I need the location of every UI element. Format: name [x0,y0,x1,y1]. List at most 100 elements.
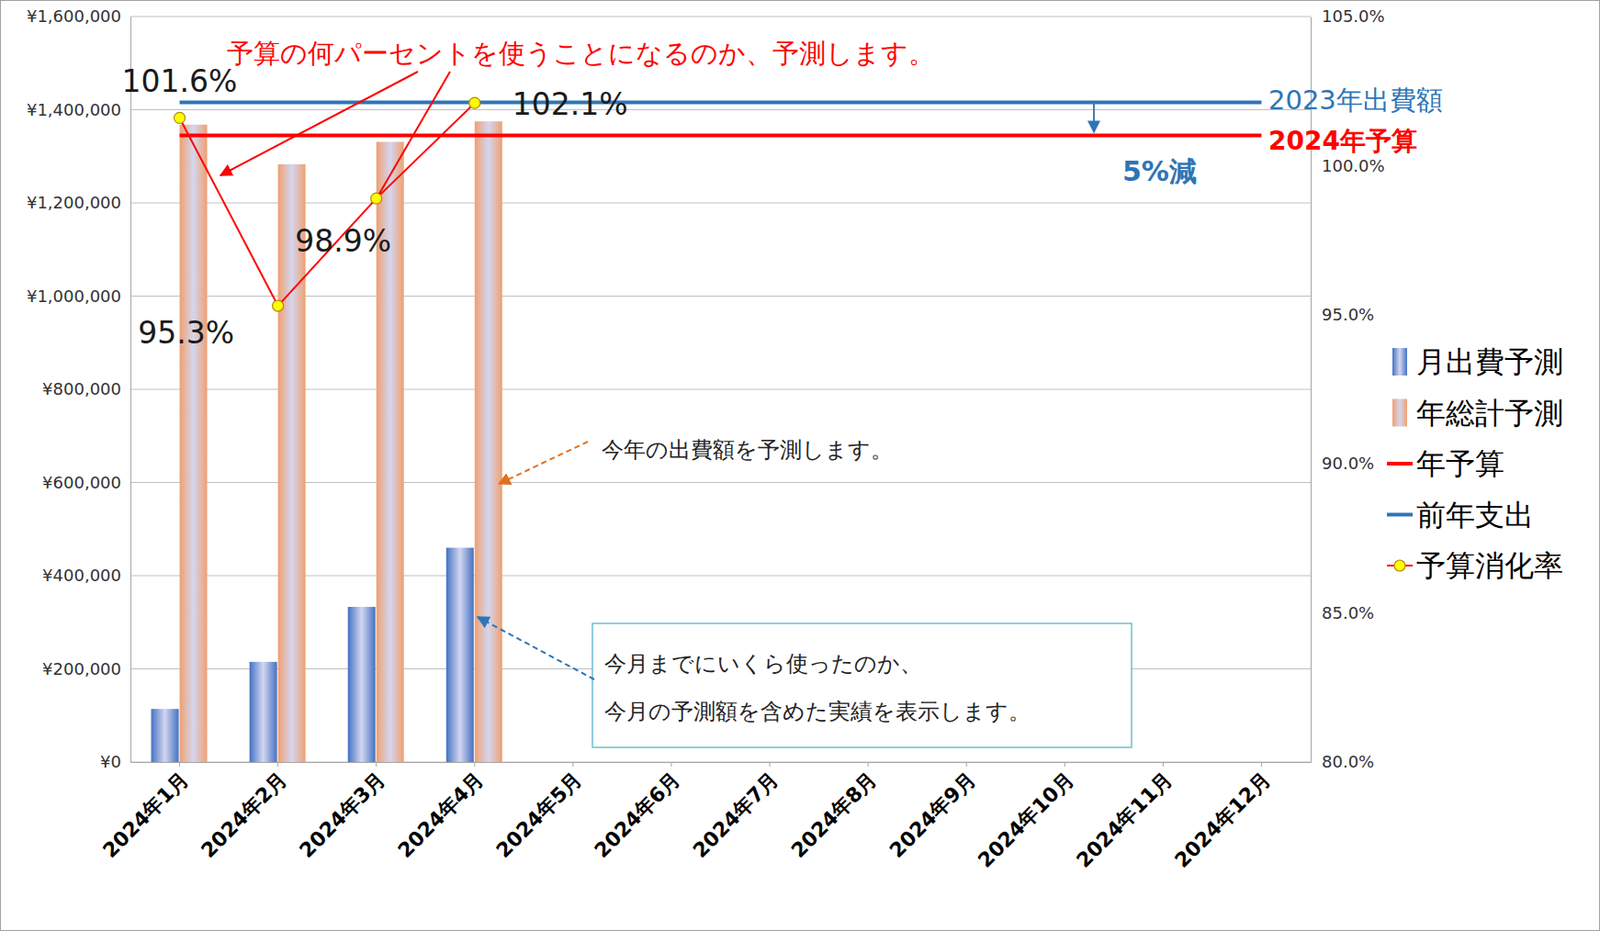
legend-item: 年予算 [1386,446,1505,482]
tick-mark [572,762,574,767]
tick-mark [375,762,377,767]
grid-line [130,389,1311,391]
chart: ¥0¥200,000¥400,000¥600,000¥800,000¥1,000… [0,0,1600,931]
tick-mark [867,762,869,767]
tick-label: 2024年7月 [688,767,784,863]
tick: ¥400,000 [42,565,131,586]
tick-label: 100.0% [1321,156,1386,176]
tick-label: 2024年10月 [973,767,1079,873]
tick-mark [1064,762,1066,767]
grid-line [130,202,1311,204]
tick: ¥1,400,000 [26,100,131,120]
grid-line [130,762,1311,764]
tick: 105.0% [1310,6,1386,26]
tick: ¥1,000,000 [26,286,131,306]
tick-label: ¥1,200,000 [26,192,122,213]
tick: ¥0 [100,752,131,772]
data-label: 98.9% [294,223,392,260]
bar [180,124,208,763]
legend-label: 年総計予測 [1416,395,1564,431]
annotation: 2024年予算 [1268,125,1418,157]
tick-mark [179,762,181,767]
grid [130,16,1311,763]
bar [348,607,376,763]
tick: 95.0% [1310,304,1375,325]
legend-label: 前年支出 [1416,497,1534,533]
annotation-arrow [498,441,588,485]
annotations: 予算の何パーセントを使うことになるのか、予測します。今年の出費額を予測します。今… [220,37,1443,748]
y-axis: ¥0¥200,000¥400,000¥600,000¥800,000¥1,000… [26,6,132,772]
axis-line [130,17,132,764]
data-label: 101.6% [122,63,238,100]
tick-label: 95.0% [1321,304,1375,325]
tick-mark [966,762,968,767]
data-label: 102.1% [512,86,629,123]
legend-label: 年予算 [1416,446,1505,482]
tick: 90.0% [1310,453,1375,474]
marker [272,300,284,312]
tick: ¥1,600,000 [26,6,131,26]
tick-label: 2024年5月 [491,767,586,863]
annotation-arrow [220,71,418,176]
tick: 80.0% [1310,752,1375,772]
annotation: 2023年出費額 [1268,84,1443,116]
annotation: 今月の予測額を含めた実績を表示します。 [604,698,1031,725]
tick: 2024年1月 [98,762,193,863]
legend-item: 年総計予測 [1392,395,1564,431]
plot-area [151,97,1262,763]
tick-label: ¥800,000 [42,379,122,399]
frame [0,0,1600,931]
tick-mark [1162,762,1164,767]
bar [249,662,278,763]
tick: 2024年6月 [589,762,685,863]
grid-line [130,295,1311,297]
grid-line [130,482,1311,484]
tick: 85.0% [1310,603,1375,623]
annotation-arrow [379,71,451,194]
grid-line [130,575,1311,577]
annotation-arrow [477,617,595,680]
legend-item: 前年支出 [1386,497,1534,533]
tick-mark [769,762,771,767]
legend-item: 予算消化率 [1386,548,1564,584]
tick: ¥1,200,000 [26,192,131,213]
tick: 2024年3月 [294,762,390,863]
marker [174,112,186,124]
legend-swatch [1386,513,1413,518]
data-labels: 101.6%95.3%98.9%102.1% [122,63,629,351]
bar [474,121,503,763]
tick: 2024年9月 [885,762,981,863]
annotation: 今年の出費額を予測します。 [601,437,893,463]
bar [446,548,474,763]
grid-line [130,109,1311,111]
tick: 2024年8月 [787,762,882,863]
line [180,100,1262,104]
tick-label: ¥400,000 [42,565,122,586]
annotation-box [592,623,1132,748]
tick: 100.0% [1310,156,1386,176]
tick-mark [473,762,475,767]
x-axis: 2024年1月2024年2月2024年3月2024年4月2024年5月2024年… [98,762,1311,873]
tick-label: ¥1,600,000 [26,6,122,26]
tick-label: 105.0% [1321,6,1386,26]
tick-mark [277,762,279,767]
tick: 2024年12月 [1170,762,1275,873]
tick-label: 2024年4月 [393,767,488,863]
grid-line [130,16,1311,18]
legend-swatch [1386,461,1413,466]
marker [371,192,383,204]
legend: 月出費予測年総計予測年予算前年支出予算消化率 [1386,344,1564,584]
tick-label: ¥600,000 [42,473,122,493]
tick-label: 2024年8月 [787,767,882,863]
annotation: 5%減 [1122,155,1197,188]
tick: 2024年4月 [393,762,488,863]
tick-label: ¥0 [100,752,122,772]
legend-item: 月出費予測 [1392,344,1564,380]
tick-label: 2024年9月 [885,767,981,863]
legend-swatch [1392,348,1408,376]
tick: 2024年2月 [196,762,292,863]
tick: 2024年10月 [973,762,1079,873]
axis-line [131,762,1312,764]
y2-axis: 80.0% 85.0% 90.0% 95.0% 100.0% 105.0% [1310,6,1386,772]
tick-label: 2024年11月 [1071,767,1177,873]
